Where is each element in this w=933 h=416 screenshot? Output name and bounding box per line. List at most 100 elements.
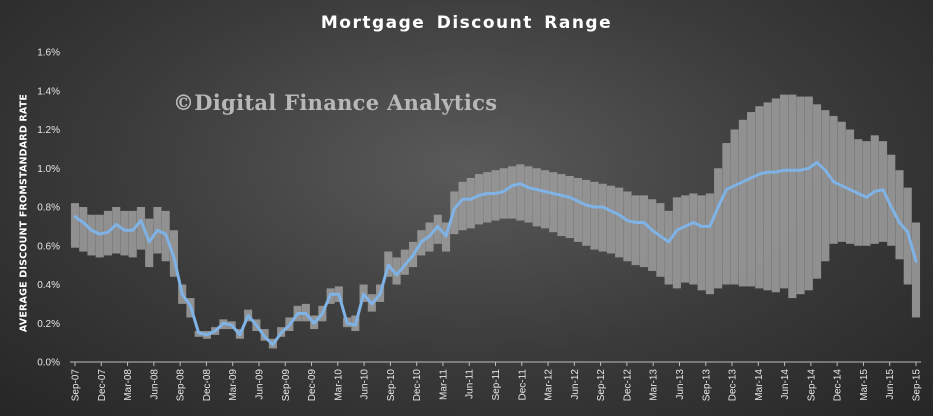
range-band-bar (837, 121, 846, 242)
x-tick-label: Jun-12 (570, 369, 581, 400)
x-tick-label: Sep-08 (176, 369, 187, 402)
range-band-bar (112, 207, 121, 254)
range-band-bar (821, 110, 830, 262)
range-band-bar (887, 154, 896, 246)
x-tick-label: Dec-12 (622, 369, 633, 402)
x-tick-label: Mar-15 (859, 369, 870, 401)
range-band-bar (846, 129, 855, 244)
x-tick-label: Jun-13 (675, 369, 686, 400)
x-tick-label: Dec-08 (202, 369, 213, 402)
range-band-bar (705, 193, 714, 295)
y-tick-label: 0.4% (37, 280, 60, 291)
x-tick-label: Dec-09 (307, 369, 318, 402)
x-tick-label: Sep-07 (71, 369, 82, 402)
x-tick-label: Jun-15 (885, 369, 896, 400)
range-band-bar (532, 168, 541, 227)
watermark: ©Digital Finance Analytics (173, 90, 498, 115)
range-band-bar (466, 177, 475, 229)
range-band-bar (788, 94, 797, 299)
range-band-bar (755, 106, 764, 289)
x-tick-label: Jun-11 (465, 369, 476, 399)
range-band-bar (870, 135, 879, 244)
x-tick-label: Sep-10 (386, 369, 397, 402)
range-band-bar (730, 129, 739, 285)
range-band-bar (631, 195, 640, 266)
range-band-bar (392, 257, 401, 285)
range-band-bar (615, 187, 624, 258)
y-tick-label: 0.2% (37, 319, 60, 330)
range-band-bar (136, 207, 145, 250)
range-band-bar (474, 174, 484, 225)
range-band-bar (95, 214, 104, 258)
range-band-bar (573, 177, 582, 242)
range-band-bar (557, 174, 566, 237)
range-band-bar (491, 170, 500, 221)
x-tick-label: Mar-08 (123, 369, 134, 401)
range-band-bar (433, 214, 442, 244)
y-tick-label: 1.0% (37, 164, 60, 175)
x-tick-label: Dec-11 (517, 369, 528, 401)
y-axis: 0.0% 0.2% 0.4% 0.6% 0.8% 1.0% 1.2% 1.4% 1.6% (37, 48, 60, 369)
x-tick-label: Dec-13 (728, 369, 739, 402)
x-tick-label: Jun-09 (254, 369, 265, 400)
range-band-bar (648, 199, 657, 271)
y-tick-label: 1.6% (37, 48, 60, 59)
x-axis (70, 361, 921, 366)
x-tick-label: Mar-14 (754, 369, 765, 401)
range-band-bar (681, 195, 690, 283)
range-band-bar (540, 170, 550, 229)
x-tick-label: Dec-10 (412, 369, 423, 402)
y-tick-label: 1.2% (37, 125, 60, 136)
range-band-bar (771, 98, 780, 293)
range-band-bar (400, 249, 409, 275)
x-tick-label: Jun-08 (149, 369, 160, 400)
range-band-bar (524, 166, 533, 223)
range-band-bar (672, 197, 681, 289)
x-tick-label: Sep-15 (912, 369, 923, 402)
y-tick-label: 0.0% (37, 358, 60, 369)
y-tick-label: 1.4% (37, 86, 60, 97)
range-band-bar (689, 193, 698, 285)
x-tick-label: Mar-10 (333, 369, 344, 401)
range-band-bar (804, 96, 813, 291)
x-tick-label: Sep-09 (281, 369, 292, 402)
range-band-bar (714, 168, 723, 289)
range-band-bar (763, 102, 772, 291)
range-band-bar (639, 195, 648, 268)
x-tick-label: Sep-13 (701, 369, 712, 402)
x-tick-label: Sep-12 (596, 369, 607, 402)
y-tick-label: 0.6% (37, 241, 60, 252)
range-band-bar (87, 214, 96, 256)
range-band-bar (70, 203, 80, 248)
x-tick-label: Mar-12 (544, 369, 555, 401)
range-band-bar (664, 210, 673, 285)
range-band-bar (697, 195, 706, 291)
range-band-bar (895, 170, 904, 260)
range-band-bar (549, 172, 558, 233)
x-tick-label: Dec-14 (833, 369, 844, 402)
range-band-bar (796, 96, 805, 295)
range-band-bar (656, 203, 665, 277)
x-tick-label: Dec-07 (97, 369, 108, 402)
x-tick-label: Sep-11 (491, 369, 502, 401)
range-band-bar (623, 191, 632, 262)
range-band-bar (128, 210, 137, 258)
range-band-bar (780, 94, 789, 289)
series-line-path (73, 160, 918, 347)
range-band-bar (590, 181, 599, 250)
range-band-bar (738, 119, 747, 287)
range-band (70, 94, 921, 349)
range-band-bar (813, 104, 822, 279)
y-tick-label: 0.8% (37, 203, 60, 214)
range-band-bar (722, 143, 731, 285)
x-tick-label: Jun-10 (360, 369, 371, 400)
x-tick-label: Mar-09 (228, 369, 239, 401)
range-band-bar (598, 183, 607, 252)
range-band-bar (120, 210, 129, 256)
range-band-bar (606, 185, 615, 254)
range-band-bar (458, 181, 467, 231)
chart-title: Mortgage Discount Range (320, 13, 613, 33)
range-band-bar (483, 172, 492, 223)
x-tick-label: Sep-14 (806, 369, 817, 402)
range-band-bar (911, 222, 921, 318)
